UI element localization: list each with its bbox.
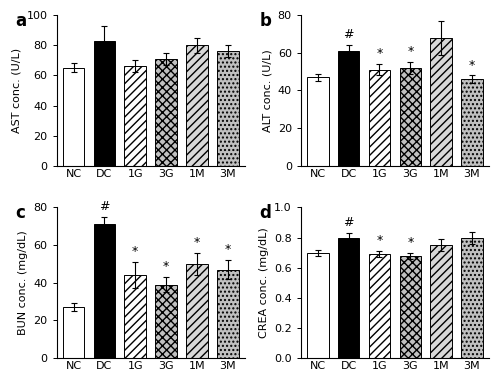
- Text: *: *: [376, 234, 382, 248]
- Bar: [156, 59, 177, 166]
- Text: #: #: [344, 29, 354, 42]
- Bar: [368, 254, 390, 358]
- Y-axis label: ALT conc. (U/L): ALT conc. (U/L): [262, 49, 272, 132]
- Text: b: b: [260, 12, 272, 30]
- Bar: [338, 51, 359, 166]
- Bar: [430, 38, 452, 166]
- Y-axis label: CREA conc. (mg/dL): CREA conc. (mg/dL): [258, 227, 268, 338]
- Text: #: #: [99, 200, 110, 213]
- Bar: [63, 68, 84, 166]
- Text: *: *: [376, 47, 382, 60]
- Bar: [217, 51, 238, 166]
- Bar: [217, 270, 238, 358]
- Bar: [156, 285, 177, 358]
- Bar: [307, 253, 328, 358]
- Bar: [186, 264, 208, 358]
- Y-axis label: AST conc. (U/L): AST conc. (U/L): [11, 48, 21, 133]
- Bar: [124, 275, 146, 358]
- Bar: [94, 224, 115, 358]
- Bar: [186, 45, 208, 166]
- Bar: [461, 79, 482, 166]
- Text: *: *: [469, 58, 475, 71]
- Bar: [400, 68, 421, 166]
- Text: *: *: [163, 261, 169, 274]
- Bar: [63, 307, 84, 358]
- Bar: [307, 77, 328, 166]
- Bar: [461, 238, 482, 358]
- Text: *: *: [132, 245, 138, 258]
- Text: a: a: [16, 12, 26, 30]
- Text: *: *: [194, 236, 200, 249]
- Text: d: d: [260, 204, 272, 222]
- Text: #: #: [344, 216, 354, 229]
- Bar: [94, 41, 115, 166]
- Text: *: *: [407, 236, 414, 249]
- Bar: [124, 66, 146, 166]
- Bar: [430, 245, 452, 358]
- Text: *: *: [407, 45, 414, 58]
- Bar: [338, 238, 359, 358]
- Text: c: c: [16, 204, 25, 222]
- Y-axis label: BUN conc. (mg/dL): BUN conc. (mg/dL): [18, 230, 28, 335]
- Bar: [368, 70, 390, 166]
- Text: *: *: [224, 243, 231, 256]
- Bar: [400, 256, 421, 358]
